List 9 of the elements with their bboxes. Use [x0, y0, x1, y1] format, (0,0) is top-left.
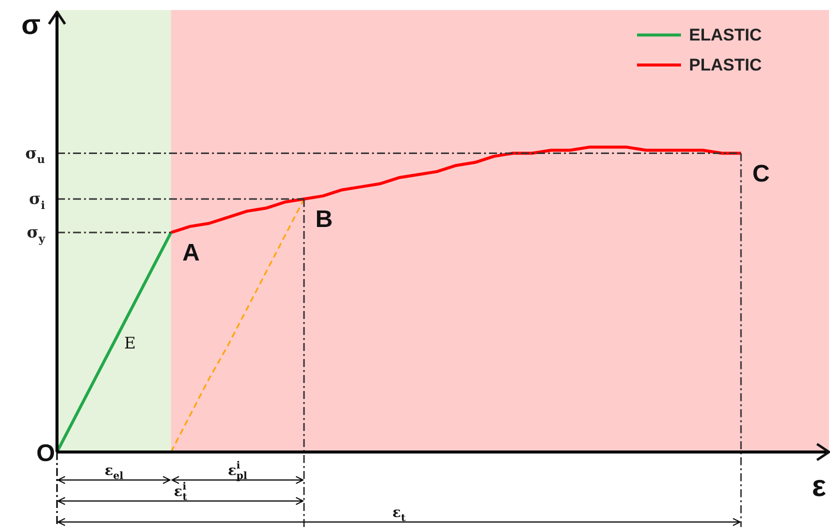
- y-axis-title: σ: [21, 9, 41, 40]
- annotation: E: [124, 333, 136, 352]
- x-axis-title: ε: [812, 470, 826, 503]
- legend-label: ELASTIC: [689, 26, 762, 45]
- annotation: A: [182, 240, 200, 267]
- annotation: C: [752, 160, 770, 188]
- annotation: B: [315, 206, 333, 233]
- legend-label: PLASTIC: [689, 56, 762, 75]
- text: O: [36, 440, 56, 467]
